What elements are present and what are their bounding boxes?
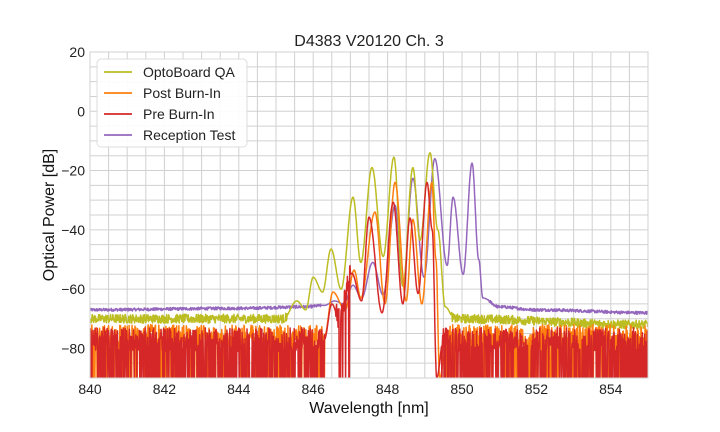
x-axis-label: Wavelength [nm] [309,400,428,417]
x-tick-label: 840 [78,381,102,397]
series-line-reception-test [90,157,648,315]
x-tick-label: 854 [599,381,623,397]
series-line-optoboard-qa [90,152,648,330]
legend-label: Post Burn-In [143,85,221,101]
x-tick-label: 848 [376,381,400,397]
legend-label: Pre Burn-In [143,106,215,122]
x-tick-label: 852 [525,381,549,397]
y-tick-label: −40 [61,222,85,238]
x-tick-label: 844 [227,381,251,397]
x-tick-label: 842 [153,381,177,397]
x-tick-label: 846 [302,381,326,397]
plot-frame [89,51,649,379]
legend-label: Reception Test [143,127,235,143]
y-axis-label: Optical Power [dB] [41,149,58,282]
legend: OptoBoard QA Post Burn-In Pre Burn-In Recep… [96,58,248,148]
x-tick-label: 850 [450,381,474,397]
legend-label: OptoBoard QA [143,64,235,80]
legend-box [96,58,248,148]
series-lines [90,152,648,378]
series-line-pre-burn-in [90,181,648,378]
y-tick-label: −60 [61,281,85,297]
y-tick-label: 20 [69,44,85,60]
y-tick-labels: −80 −60 −40 −20 0 20 [61,44,85,356]
y-tick-label: −80 [61,340,85,356]
chart-title: D4383 V20120 Ch. 3 [294,33,444,50]
y-tick-label: −20 [61,163,85,179]
y-tick-label: 0 [77,103,85,119]
x-tick-labels: 840 842 844 846 848 850 852 854 [78,381,622,397]
